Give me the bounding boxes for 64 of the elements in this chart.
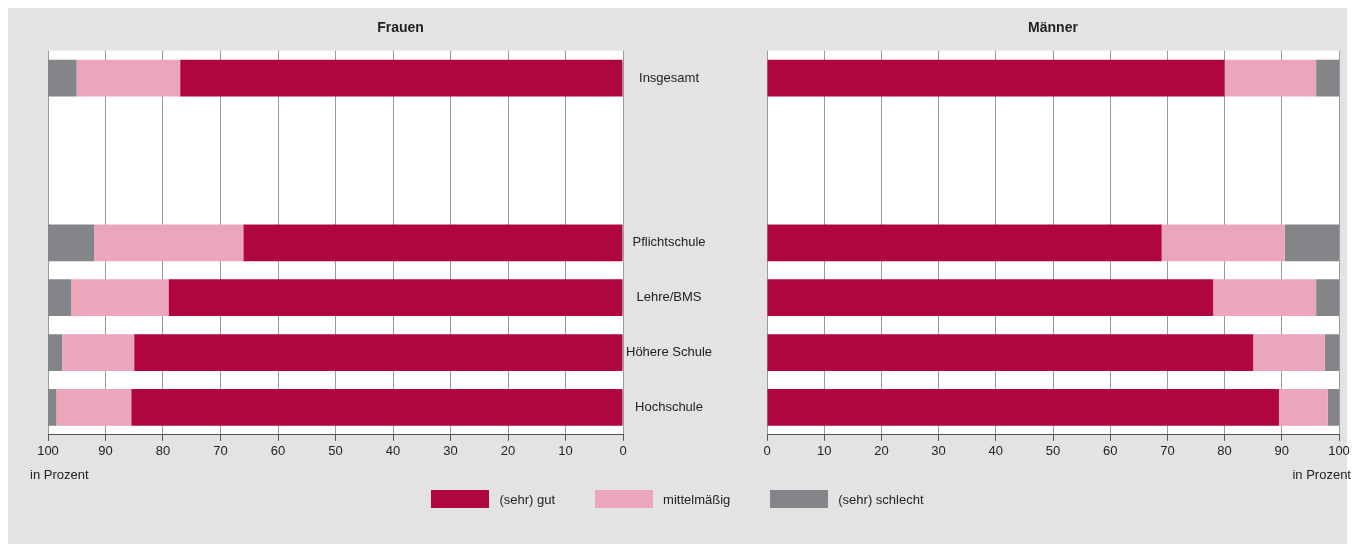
x-tick-label: 60	[1102, 443, 1118, 459]
legend-label: (sehr) schlecht	[838, 491, 924, 507]
y-tick-label: Pflichtschule	[632, 234, 706, 250]
x-tick-label: 70	[1160, 443, 1175, 459]
bar	[1213, 279, 1317, 317]
legend-label: (sehr) gut	[499, 491, 556, 507]
bar	[62, 334, 135, 371]
x-tick-label: 20	[874, 443, 889, 459]
y-tick-label: Hochschule	[635, 398, 703, 414]
x-tick-label: 90	[98, 443, 113, 459]
bar	[131, 388, 623, 426]
bar	[767, 224, 1162, 262]
chart-title: Männer	[1028, 19, 1079, 36]
x-tick-label: 80	[1217, 443, 1232, 459]
x-tick-label: 90	[1274, 443, 1290, 459]
bar	[76, 59, 181, 97]
y-tick-label: Insgesamt	[639, 69, 700, 85]
bar	[168, 279, 623, 317]
bar	[243, 224, 623, 262]
bar	[48, 334, 63, 371]
x-axis-title: in Prozent	[1292, 467, 1352, 483]
chart-title: Frauen	[377, 19, 424, 36]
legend-label: mittelmäßig	[663, 491, 731, 507]
bar	[1161, 224, 1285, 262]
x-tick-label: 10	[558, 443, 573, 459]
x-tick-label: 70	[213, 443, 228, 459]
bar	[1324, 334, 1339, 371]
bar	[134, 334, 623, 371]
bar	[48, 224, 94, 262]
x-tick-label: 40	[988, 443, 1004, 459]
x-tick-label: 20	[500, 443, 516, 459]
bar	[1327, 388, 1339, 426]
x-tick-label: 100	[1328, 443, 1350, 459]
bar	[767, 334, 1254, 371]
bar	[1316, 59, 1339, 97]
x-tick-label: 30	[931, 443, 946, 459]
x-axis-title: in Prozent	[30, 467, 89, 483]
x-tick-label: 10	[816, 443, 832, 459]
x-tick-label: 0	[763, 443, 771, 459]
bar	[767, 59, 1225, 97]
bar	[71, 279, 169, 317]
x-tick-label: 100	[37, 443, 59, 459]
bar	[1253, 334, 1325, 371]
bar	[1224, 59, 1317, 97]
x-tick-label: 80	[155, 443, 171, 459]
bar	[48, 279, 71, 317]
bar	[767, 279, 1214, 317]
x-tick-label: 30	[443, 443, 458, 459]
bar	[1278, 388, 1328, 426]
bar	[94, 224, 244, 262]
bar	[767, 388, 1279, 426]
x-tick-label: 60	[270, 443, 286, 459]
y-tick-label: Lehre/BMS	[636, 289, 702, 305]
x-tick-label: 40	[385, 443, 401, 459]
y-tick-label: Höhere Schule	[626, 344, 712, 360]
x-tick-label: 50	[1045, 443, 1061, 459]
bar	[48, 388, 57, 426]
x-tick-label: 0	[619, 443, 627, 459]
x-tick-label: 50	[328, 443, 343, 459]
bar	[1316, 279, 1339, 317]
bar	[56, 388, 132, 426]
bar	[180, 59, 623, 97]
bar	[1284, 224, 1339, 262]
bar	[48, 59, 77, 97]
